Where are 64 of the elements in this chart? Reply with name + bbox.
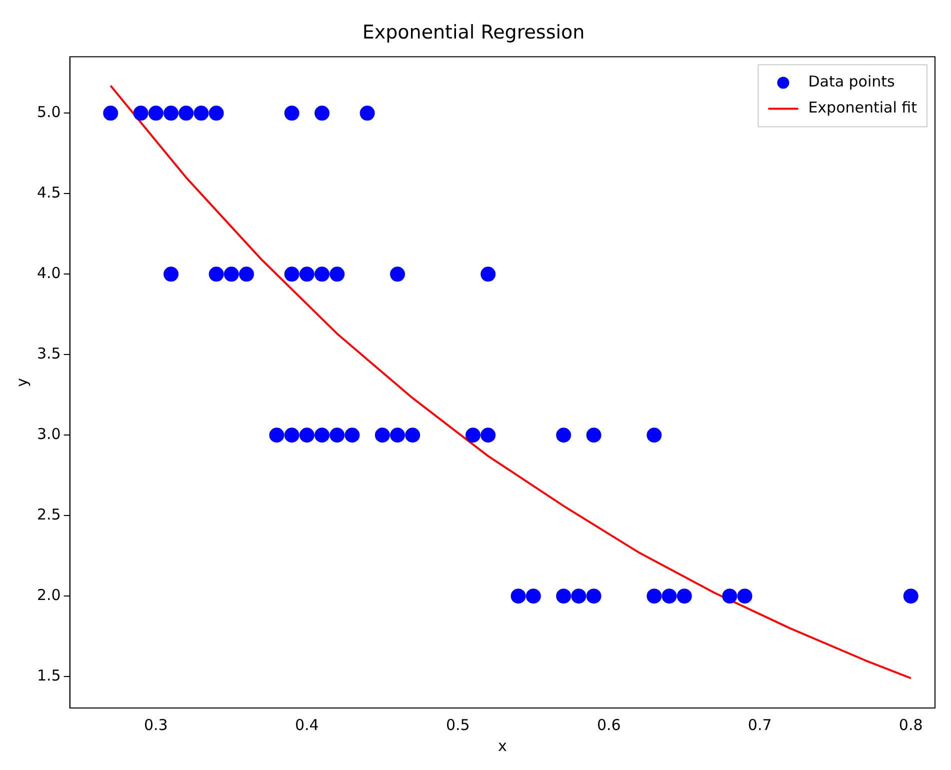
point xyxy=(360,106,375,121)
point xyxy=(284,266,300,282)
chart-title: Exponential Regression xyxy=(362,21,585,44)
point xyxy=(208,106,224,121)
point xyxy=(510,588,526,604)
point xyxy=(164,106,179,121)
x-tick-label: 0.7 xyxy=(748,716,772,734)
y-tick-label: 2.5 xyxy=(36,506,61,524)
x-tick-label: 0.6 xyxy=(596,716,621,734)
y-tick-label: 5.0 xyxy=(36,103,61,122)
point xyxy=(556,588,572,604)
y-tick-label: 3.5 xyxy=(36,344,61,363)
x-tick-label: 0.3 xyxy=(144,716,168,734)
point xyxy=(314,266,330,282)
point xyxy=(314,106,330,121)
point xyxy=(239,266,254,282)
point xyxy=(586,428,602,443)
y-axis-title: y xyxy=(12,378,31,387)
point xyxy=(646,428,662,443)
point xyxy=(299,428,314,443)
point xyxy=(269,428,284,443)
point xyxy=(330,266,345,282)
point xyxy=(208,266,224,282)
point xyxy=(903,588,918,604)
y-tick-label: 3.0 xyxy=(36,425,61,444)
point xyxy=(299,266,314,282)
legend-label: Exponential fit xyxy=(808,98,918,117)
point xyxy=(164,266,179,282)
point xyxy=(390,266,405,282)
point xyxy=(556,428,572,443)
point xyxy=(662,588,677,604)
x-tick-label: 0.8 xyxy=(898,716,923,734)
point xyxy=(586,588,602,604)
legend-label: Data points xyxy=(808,72,896,91)
point xyxy=(284,428,300,443)
point xyxy=(194,106,209,121)
point xyxy=(571,588,586,604)
point xyxy=(178,106,194,121)
y-tick-label: 4.0 xyxy=(36,264,61,282)
x-tick-label: 0.4 xyxy=(294,716,319,734)
point xyxy=(465,428,480,443)
point xyxy=(330,428,345,443)
point xyxy=(374,428,390,443)
y-tick-label: 1.5 xyxy=(36,666,61,684)
point xyxy=(103,106,118,121)
point xyxy=(148,106,164,121)
point xyxy=(405,428,420,443)
point xyxy=(390,428,405,443)
point xyxy=(480,428,496,443)
point xyxy=(284,106,300,121)
point xyxy=(737,588,752,604)
point xyxy=(480,266,496,282)
y-tick-label: 4.5 xyxy=(36,184,61,202)
point xyxy=(224,266,239,282)
point xyxy=(133,106,148,121)
x-tick-label: 0.5 xyxy=(446,716,470,734)
point xyxy=(646,588,662,604)
point xyxy=(344,428,360,443)
point xyxy=(314,428,330,443)
point xyxy=(676,588,692,604)
point xyxy=(722,588,738,604)
y-tick-label: 2.0 xyxy=(36,586,61,604)
point xyxy=(526,588,541,604)
x-axis-title: x xyxy=(498,736,507,755)
